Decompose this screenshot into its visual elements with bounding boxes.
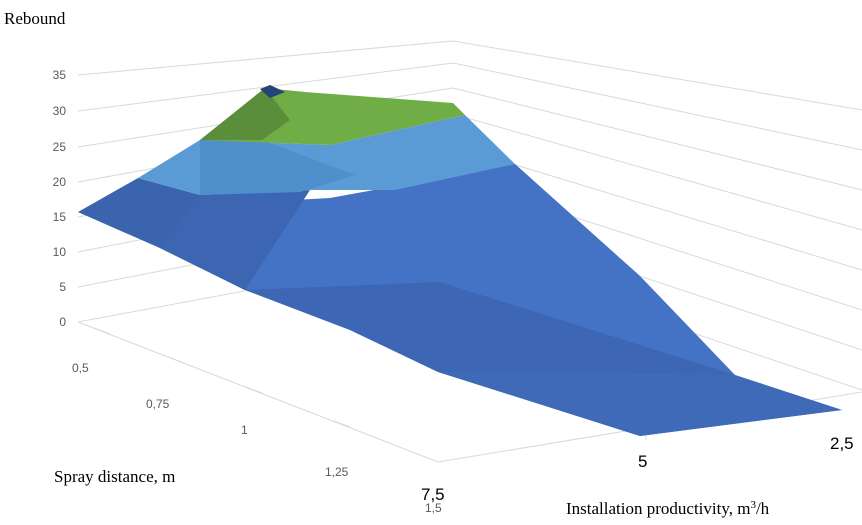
z-tick-20: 20 (53, 175, 67, 189)
z-axis-label: Rebound (4, 9, 66, 28)
gridline-30 (77, 62, 862, 151)
z-tick-labels: 0 5 10 15 20 25 30 35 (53, 68, 67, 329)
x-tick-15: 1,5 (425, 501, 442, 515)
x-tick-075: 0,75 (146, 397, 170, 411)
y-tick-75: 7,5 (421, 485, 445, 504)
z-tick-35: 35 (53, 68, 67, 82)
z-tick-30: 30 (53, 104, 67, 118)
y-tick-25: 2,5 (830, 434, 854, 453)
tick-x-125 (333, 420, 351, 428)
y-tick-5: 5 (638, 452, 647, 471)
surface-peak (260, 85, 285, 98)
gridline-35 (77, 40, 862, 111)
gridline-25 (77, 87, 862, 191)
z-tick-25: 25 (53, 140, 67, 154)
x-axis-title: Spray distance, m (54, 467, 175, 486)
x-tick-05: 0,5 (72, 361, 89, 375)
z-tick-0: 0 (59, 315, 66, 329)
y-axis-title-main: Installation productivity, m (566, 499, 750, 518)
tick-x-1 (245, 386, 263, 394)
surface-band-green-dark (200, 88, 290, 140)
y-tick-labels: 7,5 5 2,5 (421, 434, 854, 504)
x-tick-labels: 0,5 0,75 1 1,25 1,5 (72, 361, 442, 515)
y-axis-title-sup: 3 (750, 499, 756, 511)
z-tick-15: 15 (53, 210, 67, 224)
surface (78, 85, 842, 436)
surface-shade-right (438, 372, 842, 436)
x-tick-1: 1 (241, 423, 248, 437)
surface-band-dark-mid (160, 190, 310, 290)
surface-shade-lower (245, 282, 735, 375)
x-tick-125: 1,25 (325, 465, 349, 479)
surface-band-light-inner (200, 140, 355, 195)
y-axis-title-suffix: /h (756, 499, 770, 518)
y-axis-title: Installation productivity, m3/h (566, 499, 770, 518)
tick-x-075 (167, 356, 185, 364)
z-tick-10: 10 (53, 245, 67, 259)
z-tick-5: 5 (59, 280, 66, 294)
tick-x-05 (93, 327, 111, 335)
